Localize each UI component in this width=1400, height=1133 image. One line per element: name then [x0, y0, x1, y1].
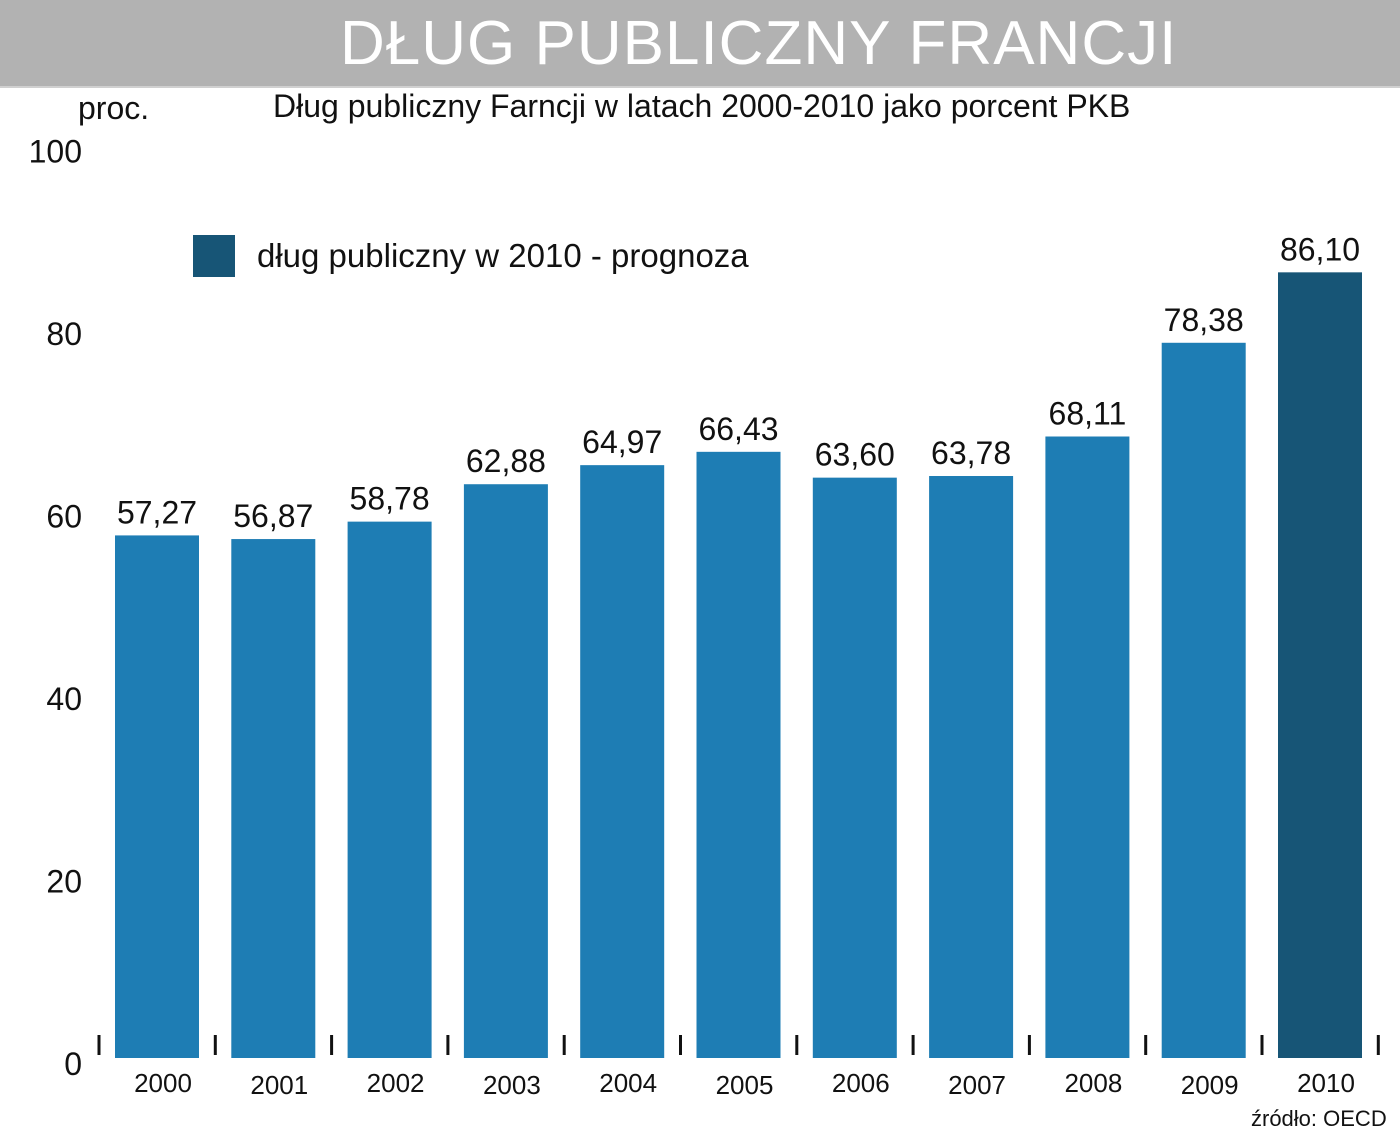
data-label: 86,10	[1280, 231, 1360, 267]
bar-2004	[580, 465, 665, 1058]
x-tick-label: 2000	[134, 1068, 192, 1098]
y-tick-label: 60	[46, 499, 82, 535]
x-tick-mark	[1144, 1035, 1148, 1055]
x-tick-label: 2009	[1181, 1070, 1239, 1100]
bar-2005	[696, 451, 781, 1058]
x-tick-label: 2003	[483, 1070, 541, 1100]
x-tick-mark	[446, 1035, 450, 1055]
x-tick-label: 2007	[948, 1070, 1006, 1100]
bar-2010	[1278, 272, 1362, 1058]
bar-2008	[1045, 436, 1130, 1059]
x-tick-label: 2004	[599, 1068, 657, 1098]
bar-2000	[115, 535, 199, 1058]
x-tick-mark	[1260, 1035, 1264, 1055]
legend-swatch	[193, 235, 235, 277]
x-tick-mark	[679, 1035, 682, 1055]
data-label: 64,97	[582, 424, 662, 460]
data-label: 66,43	[698, 411, 778, 447]
x-tick-mark	[213, 1035, 217, 1055]
legend-label: dług publiczny w 2010 - prognoza	[257, 237, 749, 274]
legend: dług publiczny w 2010 - prognoza	[193, 235, 749, 277]
y-tick-label: 100	[29, 134, 82, 170]
x-tick-label: 2006	[832, 1068, 890, 1098]
x-tick-mark	[330, 1035, 334, 1055]
data-label: 78,38	[1164, 302, 1244, 338]
source-note: źródło: OECD	[1251, 1106, 1387, 1131]
y-axis-label: proc.	[78, 90, 150, 126]
chart-title: DŁUG PUBLICZNY FRANCJI	[340, 9, 1178, 78]
x-tick-label: 2001	[250, 1070, 308, 1100]
data-label: 63,60	[815, 437, 895, 473]
chart-subtitle: Dług publiczny Farncji w latach 2000-201…	[273, 88, 1131, 124]
data-label: 62,88	[466, 443, 546, 479]
y-tick-label: 80	[46, 316, 82, 352]
x-tick-mark	[562, 1035, 566, 1055]
x-tick-mark	[911, 1035, 915, 1055]
y-tick-label: 20	[46, 864, 82, 900]
bar-2009	[1161, 342, 1246, 1059]
bar-2002	[347, 521, 432, 1058]
bar-2007	[929, 476, 1014, 1058]
data-label: 63,78	[931, 435, 1011, 471]
x-tick-mark	[1027, 1035, 1031, 1055]
data-label: 56,87	[233, 498, 313, 534]
title-bar: DŁUG PUBLICZNY FRANCJI	[0, 0, 1400, 88]
y-tick-label: 40	[46, 681, 82, 717]
data-label: 57,27	[117, 494, 197, 530]
x-tick-label: 2008	[1064, 1068, 1122, 1098]
x-tick-mark	[97, 1035, 101, 1055]
bar-2006	[812, 477, 897, 1058]
bar-2003	[463, 484, 548, 1059]
x-tick-label: 2010	[1297, 1068, 1355, 1098]
bar-2001	[231, 539, 316, 1058]
x-tick-label: 2005	[716, 1070, 774, 1100]
y-tick-label: 0	[64, 1046, 82, 1082]
data-label: 58,78	[350, 481, 430, 517]
x-tick-mark	[1376, 1035, 1380, 1055]
data-label: 68,11	[1049, 395, 1127, 431]
x-tick-label: 2002	[367, 1068, 425, 1098]
x-tick-mark	[795, 1035, 799, 1055]
